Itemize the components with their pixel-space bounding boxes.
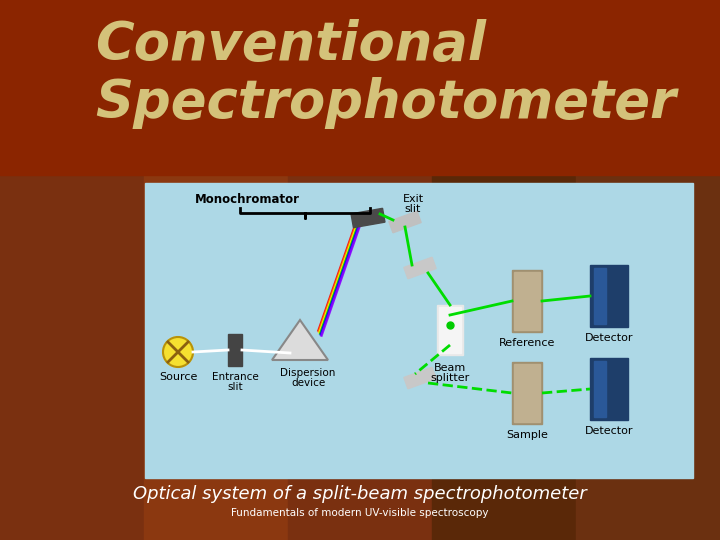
Bar — [590, 358, 628, 420]
Bar — [0, 0, 720, 175]
Bar — [437, 305, 463, 355]
Text: Reference: Reference — [499, 338, 555, 348]
Text: splitter: splitter — [431, 373, 469, 383]
Text: Dispersion: Dispersion — [280, 368, 336, 378]
Text: Entrance: Entrance — [212, 372, 258, 382]
Text: Optical system of a split-beam spectrophotometer: Optical system of a split-beam spectroph… — [133, 485, 587, 503]
Text: slit: slit — [228, 382, 243, 392]
Text: Detector: Detector — [585, 426, 634, 436]
Bar — [594, 361, 606, 417]
Polygon shape — [272, 320, 328, 360]
Bar — [514, 364, 540, 422]
Bar — [512, 270, 542, 332]
Polygon shape — [404, 367, 436, 389]
Circle shape — [163, 337, 193, 367]
Text: Exit: Exit — [402, 194, 423, 204]
Bar — [514, 272, 540, 330]
Bar — [439, 307, 461, 353]
Text: Detector: Detector — [585, 333, 634, 343]
Bar — [512, 362, 542, 424]
Text: Sample: Sample — [506, 430, 548, 440]
Bar — [432, 0, 576, 540]
Polygon shape — [389, 211, 421, 233]
Bar — [144, 0, 288, 540]
Text: Beam: Beam — [434, 363, 466, 373]
Bar — [576, 0, 720, 540]
Text: Fundamentals of modern UV-visible spectroscopy: Fundamentals of modern UV-visible spectr… — [231, 508, 489, 518]
Bar — [145, 183, 693, 478]
Text: Spectrophotometer: Spectrophotometer — [95, 77, 676, 129]
Bar — [288, 0, 432, 540]
Text: Source: Source — [159, 372, 197, 382]
Bar — [0, 0, 144, 540]
Polygon shape — [351, 208, 385, 228]
Text: Monochromator: Monochromator — [195, 193, 300, 206]
Text: Conventional: Conventional — [95, 19, 486, 71]
Text: device: device — [291, 378, 325, 388]
Bar — [228, 334, 242, 366]
Bar — [590, 265, 628, 327]
Bar — [594, 268, 606, 324]
Polygon shape — [404, 257, 436, 279]
Text: slit: slit — [405, 204, 421, 214]
